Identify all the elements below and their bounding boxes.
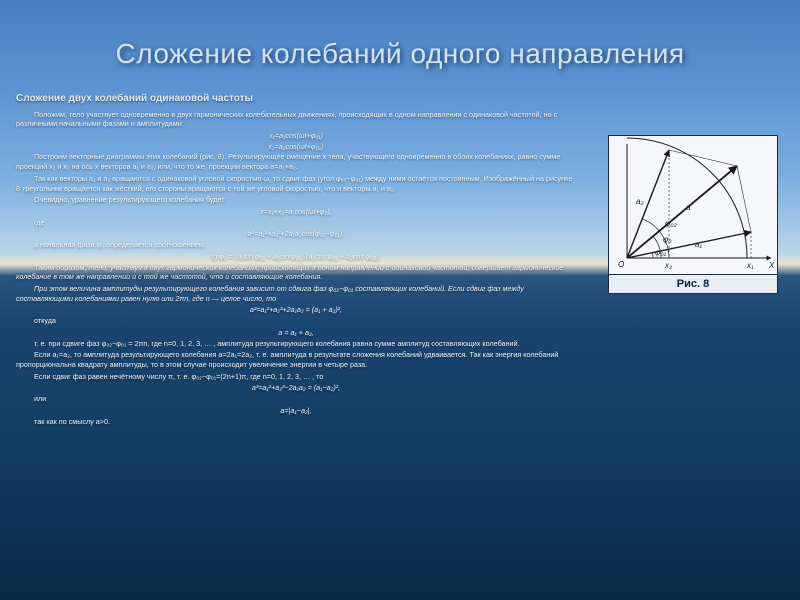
formula: a²=a₁²+a₂²+2a₁a₂ = (a₁ + a₂)²,	[16, 305, 576, 315]
svg-text:φ₀₂: φ₀₂	[665, 219, 677, 228]
para: т. е. при сдвиге фаз φ₀₂−φ₀₁ = 2πn, где …	[16, 339, 576, 349]
svg-text:O: O	[618, 260, 624, 269]
svg-text:x₂: x₂	[664, 261, 672, 270]
figure-8: O Xx₁ x₂ a₁ a₂ a φ₀₁ φ₀ φ₀₂ Рис. 8	[608, 135, 778, 294]
svg-text:X: X	[768, 261, 775, 270]
formula: a²=a₁²+a₂²−2a₁a₂ = (a₁−a₂)²,	[16, 383, 576, 393]
svg-text:a₂: a₂	[636, 197, 644, 206]
para: Очевидно, уравнение результирующего коле…	[16, 195, 576, 205]
para: а начальная фаза φ₀ определяется соотнош…	[16, 240, 576, 250]
formula: x₁=a₁cos(ωt+φ₀₁)	[16, 131, 576, 141]
svg-text:x₁: x₁	[746, 261, 754, 270]
para: так как по смыслу a>0.	[16, 417, 576, 427]
figure-caption: Рис. 8	[608, 275, 778, 294]
svg-text:φ₀: φ₀	[663, 235, 672, 244]
para: Если a₁=a₂, то амплитуда результирующего…	[16, 350, 576, 369]
formula: tg φ₀ = (a₁sin φ₀₁ + a₂sin φ₀₂)/(a₁cos φ…	[16, 252, 576, 262]
formula: a²=a₁²+a₂²+2a₁a₂cos(φ₀₂−φ₀₁),	[16, 229, 576, 239]
formula: x=x₁+x₂=a cos(ωt+φ₀),	[16, 207, 576, 217]
formula: a=|a₁−a₂|,	[16, 406, 576, 416]
body-text: Сложение двух колебаний одинаковой часто…	[16, 92, 576, 428]
formula: a = a₁ + a₂,	[16, 328, 576, 338]
svg-text:φ₀₁: φ₀₁	[655, 248, 667, 257]
para: или	[16, 394, 576, 404]
para-italic: тело, участвуя в двух гармонических коле…	[16, 263, 563, 282]
page-title: Сложение колебаний одного направления	[0, 38, 800, 70]
para: где	[16, 218, 576, 228]
para: Так как векторы a₁ и a₂ вращаются с один…	[16, 174, 576, 193]
para: откуда	[16, 316, 576, 326]
para: Если сдвиг фаз равен нечётному числу π, …	[16, 372, 576, 382]
para-emph: Таким образом, тело, участвуя в двух гар…	[16, 263, 576, 282]
formula: x₂=a₂cos(ωt+φ₀₂)	[16, 142, 576, 152]
para-pre: Таким образом,	[34, 263, 88, 272]
svg-text:a: a	[686, 203, 691, 212]
section-subtitle: Сложение двух колебаний одинаковой часто…	[16, 92, 576, 106]
svg-text:a₁: a₁	[695, 240, 702, 249]
vector-diagram: O Xx₁ x₂ a₁ a₂ a φ₀₁ φ₀ φ₀₂	[608, 135, 778, 275]
para: Построим векторные диаграммы этих колеба…	[16, 152, 576, 171]
para: При этом величина амплитуды результирующ…	[16, 284, 576, 303]
para: Положим, тело участвует одновременно в д…	[16, 110, 576, 129]
